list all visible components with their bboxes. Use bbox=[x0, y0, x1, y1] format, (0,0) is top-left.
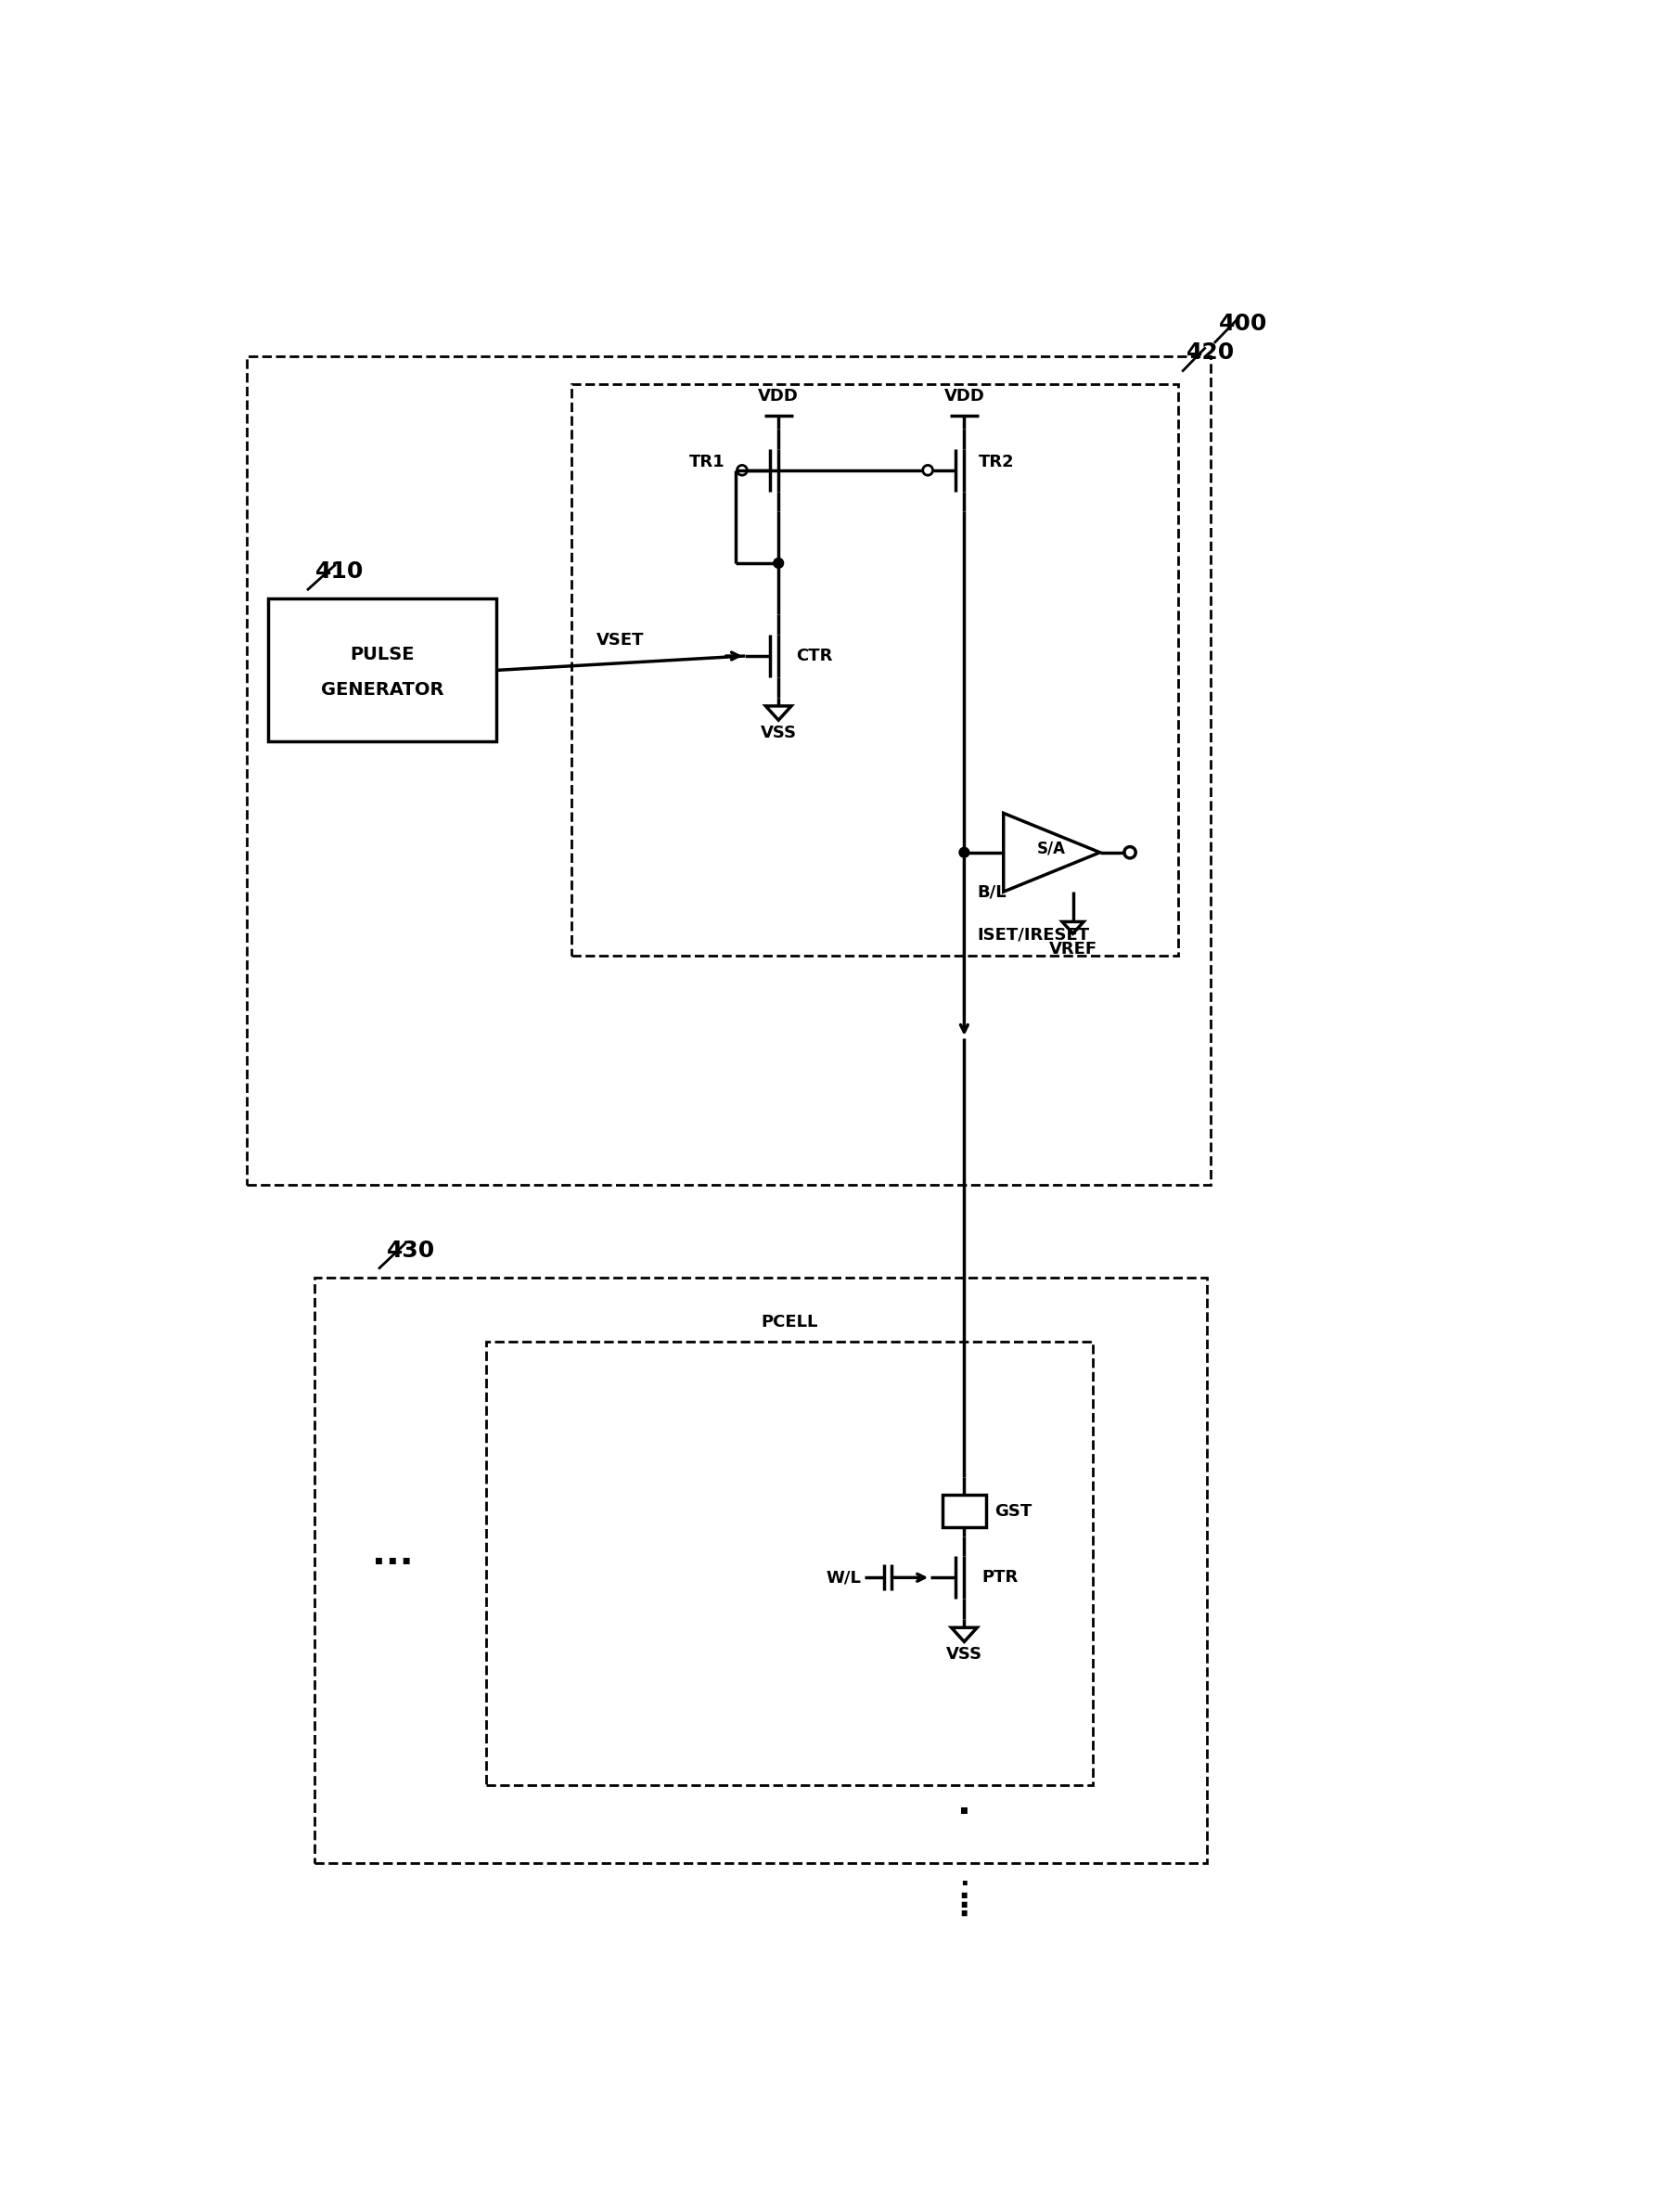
Bar bbox=[571, 385, 1178, 956]
Text: ISET/IRESET: ISET/IRESET bbox=[978, 925, 1089, 943]
Text: VREF: VREF bbox=[1048, 941, 1097, 958]
Text: VSET: VSET bbox=[596, 631, 645, 648]
Text: PCELL: PCELL bbox=[761, 1314, 818, 1330]
Circle shape bbox=[773, 558, 783, 567]
Text: VDD: VDD bbox=[944, 387, 984, 404]
Text: VSS: VSS bbox=[761, 725, 796, 741]
Text: ·: · bbox=[958, 1796, 971, 1831]
Text: 420: 420 bbox=[1186, 341, 1235, 363]
Text: PULSE: PULSE bbox=[349, 646, 415, 664]
Text: 430: 430 bbox=[386, 1240, 435, 1262]
Bar bbox=[314, 1277, 1206, 1864]
Text: S/A: S/A bbox=[1037, 840, 1067, 857]
Text: ·: · bbox=[959, 1873, 969, 1897]
Bar bbox=[942, 1495, 986, 1528]
Bar bbox=[486, 1341, 1092, 1785]
Bar bbox=[267, 598, 496, 741]
Text: GENERATOR: GENERATOR bbox=[321, 681, 444, 699]
Text: TR1: TR1 bbox=[689, 453, 726, 470]
Text: ···: ··· bbox=[371, 1545, 413, 1580]
Text: 400: 400 bbox=[1218, 312, 1267, 334]
Text: ⋮: ⋮ bbox=[949, 1890, 979, 1921]
Text: TR2: TR2 bbox=[978, 453, 1015, 470]
Text: B/L: B/L bbox=[978, 884, 1006, 901]
Text: GST: GST bbox=[995, 1503, 1032, 1519]
Text: CTR: CTR bbox=[796, 648, 833, 664]
Text: PTR: PTR bbox=[983, 1569, 1018, 1587]
Bar bbox=[247, 356, 1211, 1185]
Text: 410: 410 bbox=[314, 560, 363, 582]
Text: VSS: VSS bbox=[946, 1646, 983, 1664]
Circle shape bbox=[959, 848, 969, 857]
Text: VDD: VDD bbox=[758, 387, 800, 404]
Text: W/L: W/L bbox=[827, 1569, 862, 1587]
